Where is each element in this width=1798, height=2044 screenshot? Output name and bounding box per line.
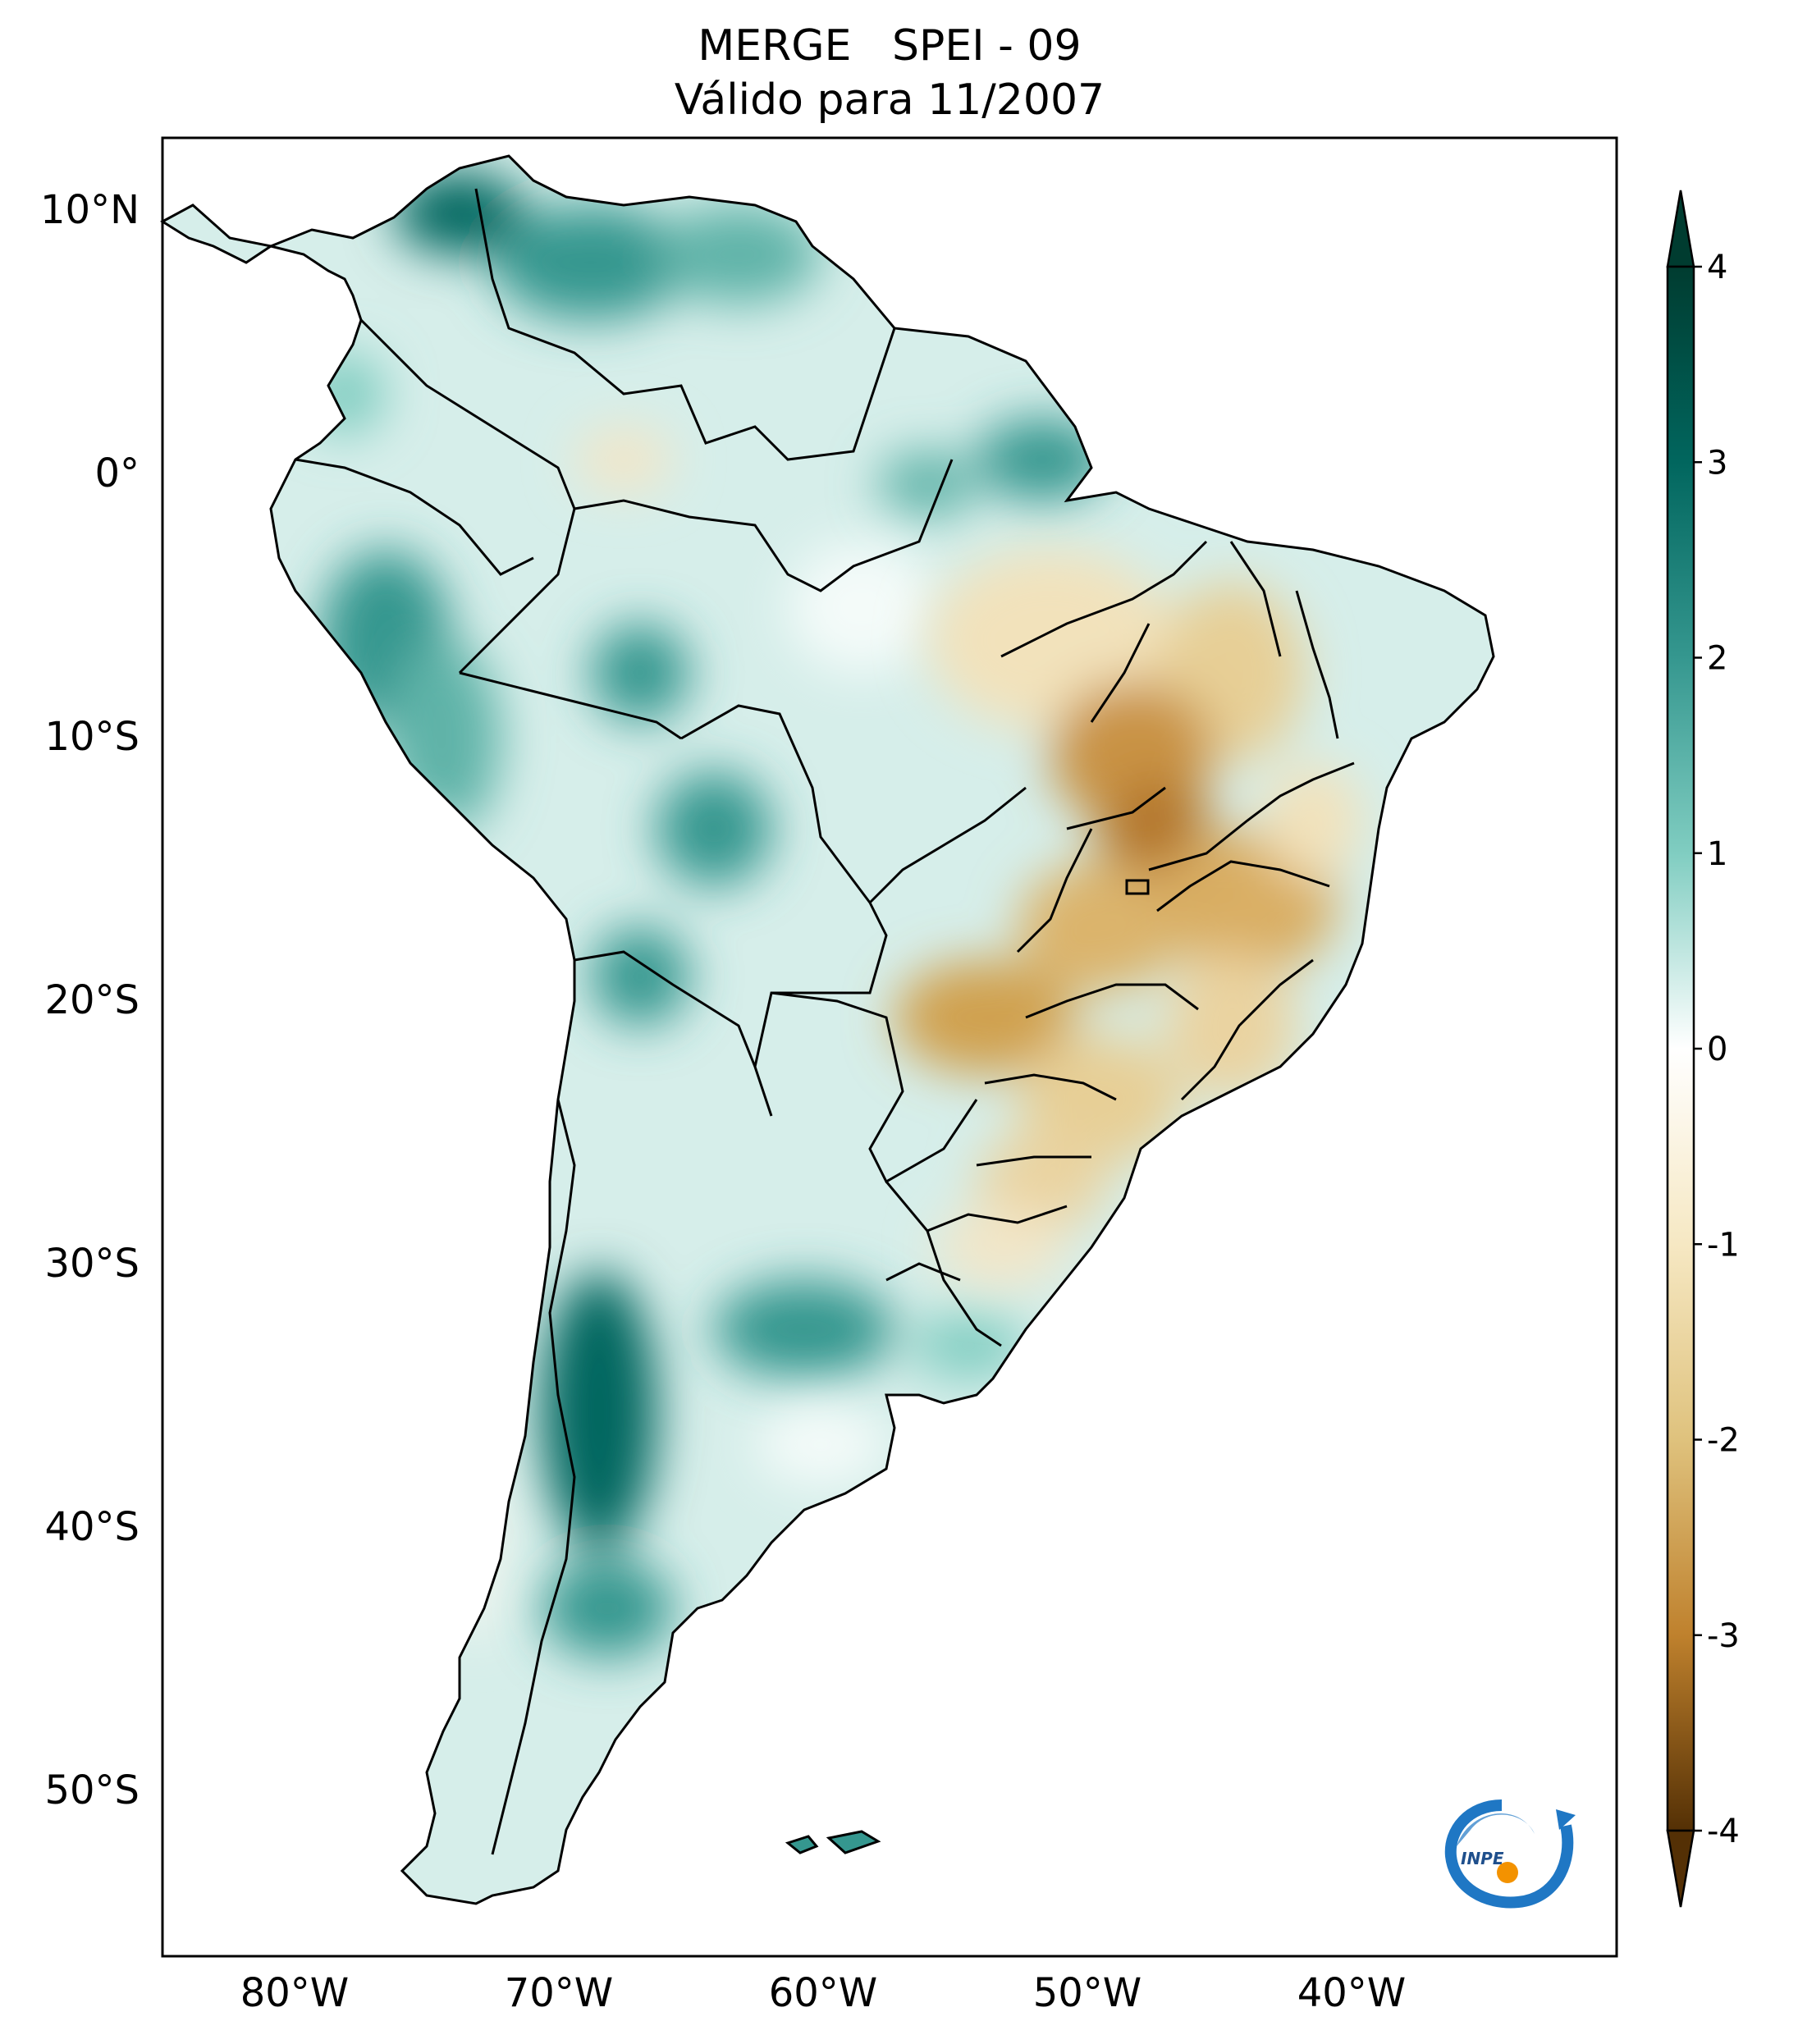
lat-label-30s: 30°S xyxy=(44,1241,140,1287)
colorbar-tick-label: 0 xyxy=(1707,1031,1727,1068)
colorbar-body xyxy=(1666,265,1695,1832)
colorbar-tick-label: 2 xyxy=(1707,640,1727,678)
lon-label-60w: 60°W xyxy=(769,1970,878,2016)
colorbar-tick-label: 1 xyxy=(1707,835,1727,873)
lat-label-0: 0° xyxy=(94,450,140,496)
lat-label-10n: 10°N xyxy=(40,187,140,233)
map-frame xyxy=(161,136,1618,1958)
logo-dot-icon xyxy=(1497,1862,1518,1883)
logo-arrow-icon xyxy=(1556,1809,1576,1830)
colorbar-extend-min xyxy=(1666,1829,1695,1908)
logo-arc-icon xyxy=(1444,1799,1574,1909)
logo-text: INPE xyxy=(1461,1849,1504,1868)
colorbar-extend-max xyxy=(1666,190,1695,268)
colorbar-tick-label: -1 xyxy=(1707,1226,1740,1264)
lon-label-70w: 70°W xyxy=(505,1970,614,2016)
lon-label-50w: 50°W xyxy=(1033,1970,1142,2016)
colorbar-tick-label: -2 xyxy=(1707,1422,1740,1460)
lat-axis: 10°N 0° 10°S 20°S 30°S 40°S 50°S xyxy=(40,187,140,1813)
distrito-federal-border xyxy=(1125,879,1150,895)
lon-label-80w: 80°W xyxy=(240,1970,350,2016)
map-title-line2: Válido para 11/2007 xyxy=(674,75,1105,125)
lat-label-20s: 20°S xyxy=(44,977,140,1023)
colorbar-tick-label: -4 xyxy=(1707,1813,1740,1850)
map-title-line1: MERGE SPEI - 09 xyxy=(698,21,1082,71)
lon-label-40w: 40°W xyxy=(1297,1970,1407,2016)
colorbar-ticks: 4 3 2 1 0 -1 -2 -3 -4 xyxy=(1694,249,1740,1850)
lon-axis: 80°W 70°W 60°W 50°W 40°W xyxy=(240,1970,1407,2016)
colorbar-tick-label: 3 xyxy=(1707,444,1727,482)
colorbar-tick-label: -3 xyxy=(1707,1617,1740,1655)
inpe-logo: INPE xyxy=(1444,1799,1576,1909)
lat-label-40s: 40°S xyxy=(44,1504,140,1550)
colorbar-tick-label: 4 xyxy=(1707,249,1727,286)
lat-label-10s: 10°S xyxy=(44,714,140,760)
colorbar: 4 3 2 1 0 -1 -2 -3 -4 xyxy=(1666,190,1740,1908)
logo-swoosh-icon xyxy=(1457,1813,1535,1846)
falkland-islands xyxy=(785,1830,881,1854)
lat-label-50s: 50°S xyxy=(44,1767,140,1813)
country-borders xyxy=(295,188,1355,1855)
